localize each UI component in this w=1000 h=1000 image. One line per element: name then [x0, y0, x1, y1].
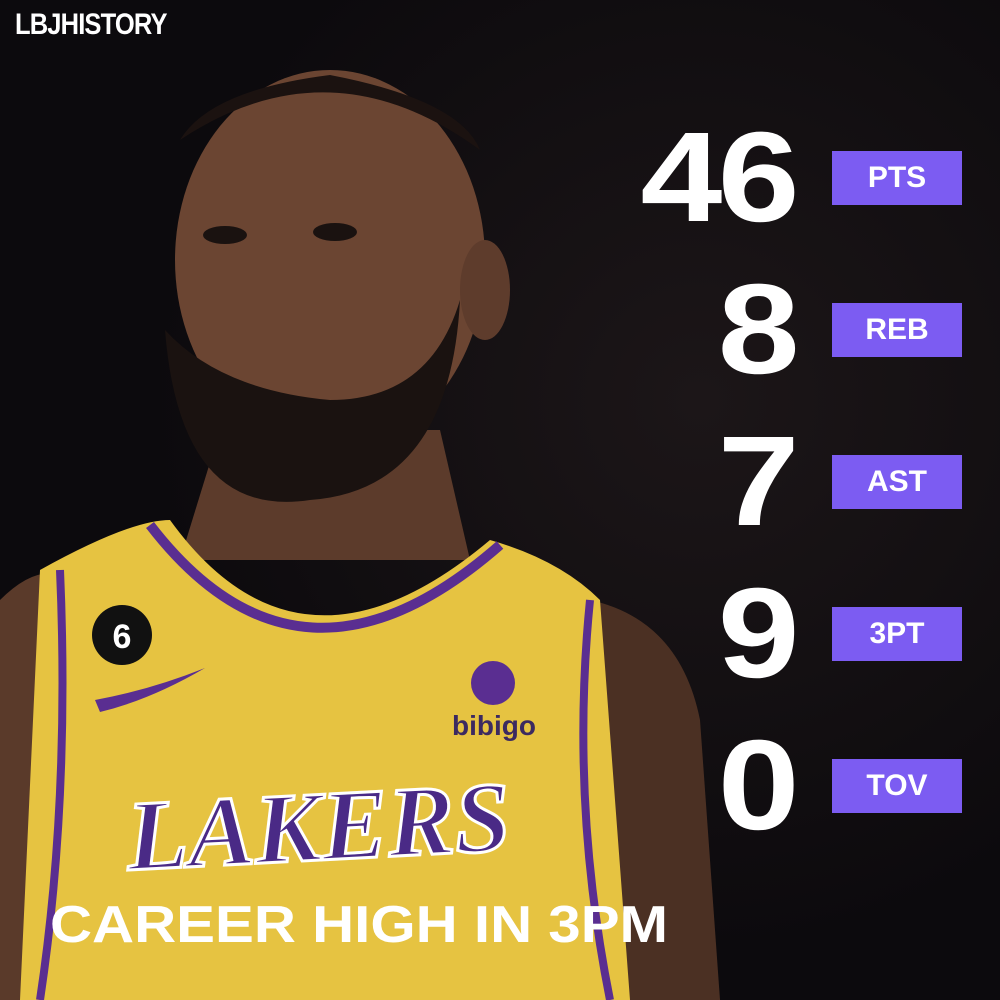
stat-value: 8: [717, 258, 800, 401]
sponsor: bibigo: [452, 710, 536, 741]
beard: [165, 300, 460, 502]
jersey-number: 6: [113, 618, 132, 656]
stat-label: TOV: [832, 759, 962, 813]
brand: LBJHISTORY: [15, 8, 167, 41]
jersey: [20, 520, 630, 1000]
jersey-trim: [579, 599, 614, 1000]
jersey-trim: [146, 521, 504, 633]
caption: CAREER HIGH IN 3PM: [50, 896, 669, 954]
stat-value: 9: [717, 562, 800, 705]
team-name: LAKERS: [123, 761, 513, 892]
logo: [95, 668, 205, 712]
head: [175, 70, 485, 450]
jersey-trim: [36, 569, 67, 1000]
stat-value: 0: [717, 714, 800, 857]
stat-label: REB: [832, 303, 962, 357]
eye: [203, 226, 247, 244]
number-patch: [92, 605, 152, 665]
stat-value: 7: [717, 410, 800, 553]
stat-label: AST: [832, 455, 962, 509]
stat-label: PTS: [832, 151, 962, 205]
stat-value: 46: [640, 106, 799, 249]
eye: [313, 223, 357, 241]
stat-label: 3PT: [832, 607, 962, 661]
hair: [180, 75, 480, 150]
sponsor-logo: [471, 661, 515, 705]
ear: [460, 240, 510, 340]
